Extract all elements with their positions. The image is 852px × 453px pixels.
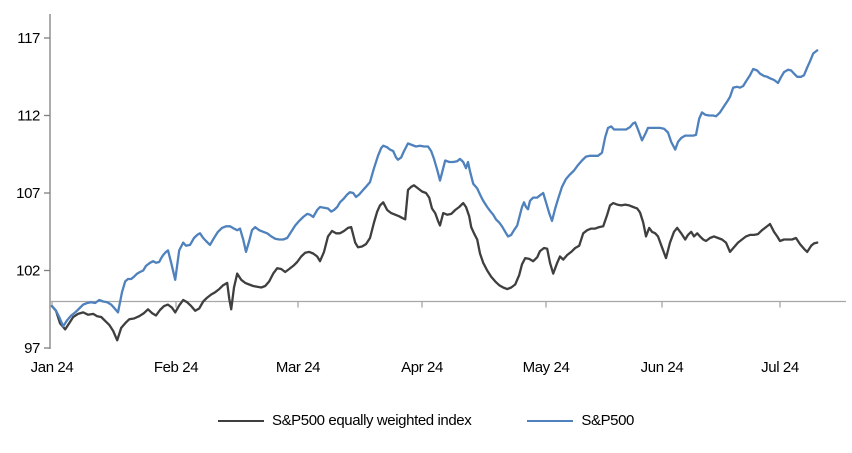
legend-item-equal-weight: S&P500 equally weighted index	[217, 412, 472, 429]
legend-line-swatch-equal-weight	[217, 419, 264, 422]
x-axis-tick-label: Mar 24	[276, 359, 320, 376]
y-axis-tick-label: 112	[17, 108, 40, 125]
y-axis-tick-label: 102	[16, 263, 40, 280]
series-line-sp500	[50, 49, 819, 328]
x-axis-tick-label: Feb 24	[154, 359, 198, 376]
x-axis-tick-label: Jun 24	[641, 359, 684, 376]
series-line-sp500-equal-weight	[50, 184, 819, 342]
x-axis-tick-label: May 24	[523, 359, 570, 376]
y-axis-tick-label: 107	[16, 185, 40, 202]
x-axis-tick-label: Apr 24	[401, 359, 443, 376]
legend-label-sp500: S&P500	[581, 412, 635, 429]
legend-line-swatch-sp500	[527, 419, 574, 422]
y-axis-tick-label: 117	[17, 30, 40, 47]
x-axis-tick-label: Jul 24	[761, 359, 799, 376]
legend-label-equal-weight: S&P500 equally weighted index	[271, 412, 472, 429]
chart-legend: S&P500 equally weighted index S&P500	[0, 412, 852, 429]
x-axis-tick-label: Jan 24	[31, 359, 74, 376]
legend-item-sp500: S&P500	[527, 412, 634, 429]
y-axis-tick-label: 97	[24, 340, 40, 357]
